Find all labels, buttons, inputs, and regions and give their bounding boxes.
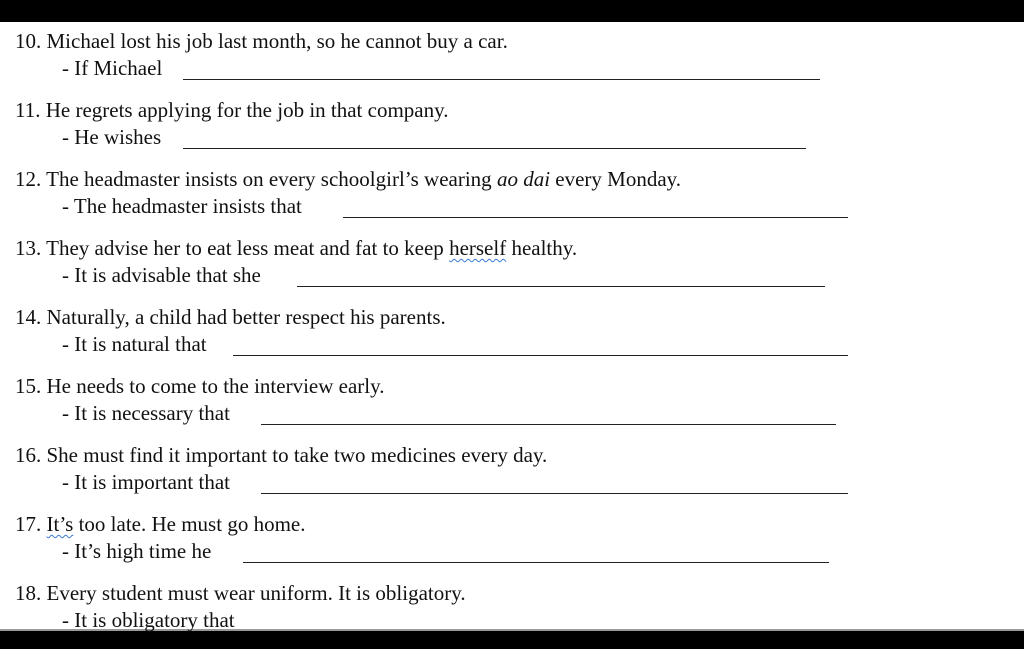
exercise-18: 18. Every student must wear uniform. It … <box>0 580 1024 640</box>
exercise-17: 17. It’s too late. He must go home. - It… <box>0 511 1024 571</box>
exercise-11: 11. He regrets applying for the job in t… <box>0 97 1024 157</box>
exercise-13: 13. They advise her to eat less meat and… <box>0 235 1024 295</box>
question-text: healthy. <box>506 236 578 260</box>
exercise-14: 14. Naturally, a child had better respec… <box>0 304 1024 364</box>
question: 12. The headmaster insists on every scho… <box>15 166 681 192</box>
answer-blank[interactable] <box>261 493 848 494</box>
question-text: Every student must wear uniform. It is o… <box>46 581 466 605</box>
exercise-16: 16. She must find it important to take t… <box>0 442 1024 502</box>
question-text: every Monday. <box>550 167 682 191</box>
question: 18. Every student must wear uniform. It … <box>15 580 466 606</box>
exercise-12: 12. The headmaster insists on every scho… <box>0 166 1024 226</box>
answer-prompt: - If Michael <box>62 56 163 80</box>
answer-prompt: - The headmaster insists that <box>62 194 302 218</box>
question-text: too late. He must go home. <box>73 512 306 536</box>
document-page <box>0 22 1024 630</box>
number: 13. <box>15 236 42 260</box>
question: 16. She must find it important to take t… <box>15 442 547 468</box>
question-text: The headmaster insists on every schoolgi… <box>46 167 497 191</box>
question-text: They advise her to eat less meat and fat… <box>46 236 450 260</box>
spellcheck-flagged-word: herself <box>449 236 507 260</box>
answer-prompt: - It is advisable that she <box>62 263 261 287</box>
answer-blank[interactable] <box>233 355 848 356</box>
question-text: Naturally, a child had better respect hi… <box>46 305 446 329</box>
number: 17. <box>15 512 42 536</box>
question: 15. He needs to come to the interview ea… <box>15 373 385 399</box>
answer-blank[interactable] <box>183 79 820 80</box>
exercise-10: 10. Michael lost his job last month, so … <box>0 28 1024 88</box>
answer-prompt: - It is necessary that <box>62 401 230 425</box>
question-italic-term: ao dai <box>496 167 551 191</box>
answer-prompt: - It is obligatory that <box>62 608 235 632</box>
question: 10. Michael lost his job last month, so … <box>15 28 508 54</box>
spellcheck-flagged-word: It’s <box>46 512 74 536</box>
number: 15. <box>15 374 42 398</box>
answer-blank[interactable] <box>183 148 806 149</box>
answer-blank[interactable] <box>343 217 848 218</box>
number: 12. <box>15 167 42 191</box>
answer-prompt: - It is natural that <box>62 332 207 356</box>
number: 18. <box>15 581 42 605</box>
number: 14. <box>15 305 42 329</box>
answer-prompt: - He wishes <box>62 125 162 149</box>
question-text: She must find it important to take two m… <box>46 443 548 467</box>
question-text: Michael lost his job last month, so he c… <box>46 29 508 53</box>
question: 14. Naturally, a child had better respec… <box>15 304 446 330</box>
question-text: He needs to come to the interview early. <box>46 374 385 398</box>
answer-blank[interactable] <box>243 562 829 563</box>
question: 13. They advise her to eat less meat and… <box>15 235 577 261</box>
answer-prompt: - It is important that <box>62 470 230 494</box>
question-text: He regrets applying for the job in that … <box>45 98 449 122</box>
answer-blank[interactable] <box>297 286 825 287</box>
question: 17. It’s too late. He must go home. <box>15 511 305 537</box>
page-bottom-edge <box>0 629 1024 631</box>
answer-blank[interactable] <box>261 424 836 425</box>
question: 11. He regrets applying for the job in t… <box>15 97 449 123</box>
exercise-15: 15. He needs to come to the interview ea… <box>0 373 1024 433</box>
number: 10. <box>15 29 42 53</box>
answer-prompt: - It’s high time he <box>62 539 212 563</box>
number: 11. <box>15 98 41 122</box>
number: 16. <box>15 443 42 467</box>
